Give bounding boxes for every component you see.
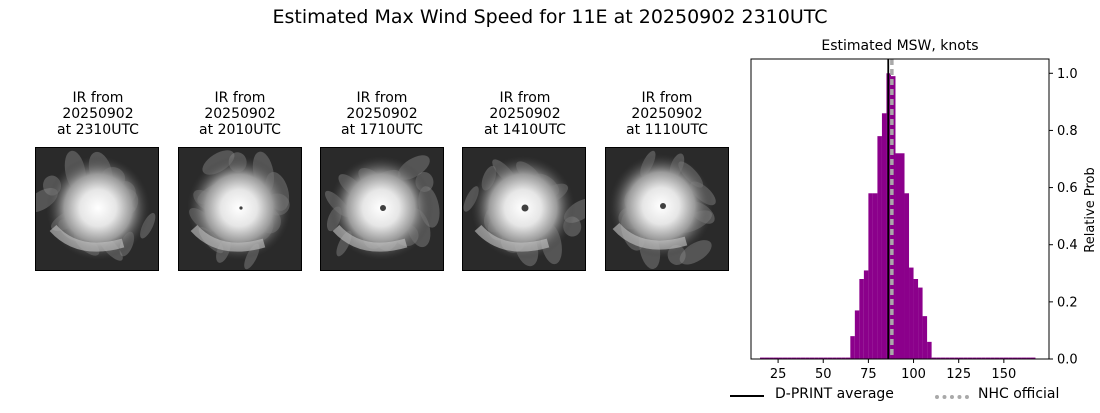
histogram-bar — [1030, 357, 1036, 359]
histogram-bar — [954, 357, 959, 359]
legend-label-dprint: D-PRINT average — [775, 386, 894, 402]
histogram-bar — [958, 357, 964, 359]
histogram-bar — [909, 267, 914, 359]
panel-caption-2: IR from 20250902 at 2010UTC — [199, 90, 281, 138]
histogram-bar — [967, 357, 973, 359]
y-tick-label: 0.0 — [1057, 353, 1078, 368]
histogram-bar — [863, 270, 869, 359]
histogram-bar — [1003, 357, 1009, 359]
histogram-bar — [895, 153, 900, 359]
histogram-bar — [818, 357, 824, 359]
histogram-bar — [936, 357, 941, 359]
panel-caption-4: IR from 20250902 at 1410UTC — [484, 90, 566, 138]
legend-label-nhc: NHC official — [978, 386, 1060, 402]
histogram-bar — [854, 310, 860, 359]
histogram-bar — [994, 357, 1000, 359]
legend-swatch-nhc — [935, 395, 969, 399]
histogram-bar — [931, 357, 937, 359]
storm-eye — [380, 205, 386, 211]
histogram-bar — [850, 336, 855, 359]
histogram-bar — [805, 357, 810, 359]
legend-swatch-dprint — [730, 395, 764, 397]
x-tick-label: 125 — [946, 367, 971, 382]
histogram-bar — [904, 193, 910, 359]
histogram-bar — [990, 357, 995, 359]
ir-image-5 — [605, 147, 729, 271]
y-axis-label: Relative Prob — [1083, 167, 1098, 252]
histogram-bar — [985, 357, 991, 359]
panel-caption-3: IR from 20250902 at 1710UTC — [341, 90, 423, 138]
ir-image-4 — [462, 147, 586, 271]
histogram-bar — [890, 76, 896, 360]
y-tick-label: 0.4 — [1057, 238, 1078, 253]
histogram-bar — [836, 357, 842, 359]
x-tick-label: 25 — [770, 367, 787, 382]
histogram-bar — [877, 136, 882, 359]
histogram-bar — [868, 193, 873, 359]
histogram-bar — [827, 357, 833, 359]
y-tick-label: 0.6 — [1057, 181, 1078, 196]
storm-eye — [660, 203, 666, 209]
histogram-bar — [832, 357, 837, 359]
panel-caption-1: IR from 20250902 at 2310UTC — [57, 90, 139, 138]
plot-frame — [750, 58, 1050, 360]
histogram-bar — [922, 316, 928, 359]
histogram-bar — [1026, 357, 1031, 359]
y-tick-label: 0.2 — [1057, 295, 1078, 310]
histogram-bar — [949, 357, 955, 359]
histogram-bar — [814, 357, 819, 359]
ir-image-1 — [35, 147, 159, 271]
y-tick-label: 1.0 — [1057, 67, 1078, 82]
histogram-bar — [796, 357, 801, 359]
x-tick-label: 150 — [991, 367, 1016, 382]
histogram-bar — [999, 357, 1004, 359]
ir-image-3 — [320, 147, 444, 271]
x-tick-label: 50 — [815, 367, 832, 382]
histogram-bar — [918, 287, 923, 359]
histogram-bar — [940, 357, 946, 359]
histogram-bar — [787, 357, 792, 359]
histogram-bar — [782, 357, 788, 359]
histogram-bar — [963, 357, 968, 359]
histogram-bar — [913, 279, 919, 359]
storm-eye — [239, 206, 243, 210]
histogram-title: Estimated MSW, knots — [821, 38, 978, 54]
histogram-bar — [800, 357, 806, 359]
histogram-bar — [809, 357, 815, 359]
histogram-bar — [841, 357, 846, 359]
histogram-bar — [845, 357, 851, 359]
histogram-bar — [791, 357, 797, 359]
figure-title: Estimated Max Wind Speed for 11E at 2025… — [272, 6, 828, 28]
histogram-bar — [945, 357, 950, 359]
histogram-bar — [981, 357, 986, 359]
histogram-bar — [900, 153, 905, 359]
histogram-bar — [927, 341, 932, 359]
storm-cloud-mass — [187, 156, 291, 260]
histogram-bar — [773, 357, 779, 359]
histogram-bar — [823, 357, 828, 359]
storm-eye — [521, 204, 529, 212]
histogram-bar — [1008, 357, 1013, 359]
histogram-bar — [1012, 357, 1018, 359]
histogram-bar — [1017, 357, 1022, 359]
histogram-bar — [778, 357, 783, 359]
panel-caption-5: IR from 20250902 at 1110UTC — [626, 90, 708, 138]
histogram-bar — [881, 113, 887, 360]
histogram-bar — [972, 357, 977, 359]
histogram-bar — [760, 357, 765, 359]
storm-cloud-mass — [46, 156, 150, 260]
y-tick-label: 0.8 — [1057, 124, 1078, 139]
histogram-bar — [764, 357, 770, 359]
histogram-bar — [872, 193, 878, 359]
histogram-bar — [976, 357, 982, 359]
histogram-bar — [859, 279, 864, 359]
ir-image-2 — [178, 147, 302, 271]
x-tick-label: 75 — [860, 367, 877, 382]
x-tick-label: 100 — [901, 367, 926, 382]
histogram-bar — [1021, 357, 1027, 359]
histogram-bar — [769, 357, 774, 359]
